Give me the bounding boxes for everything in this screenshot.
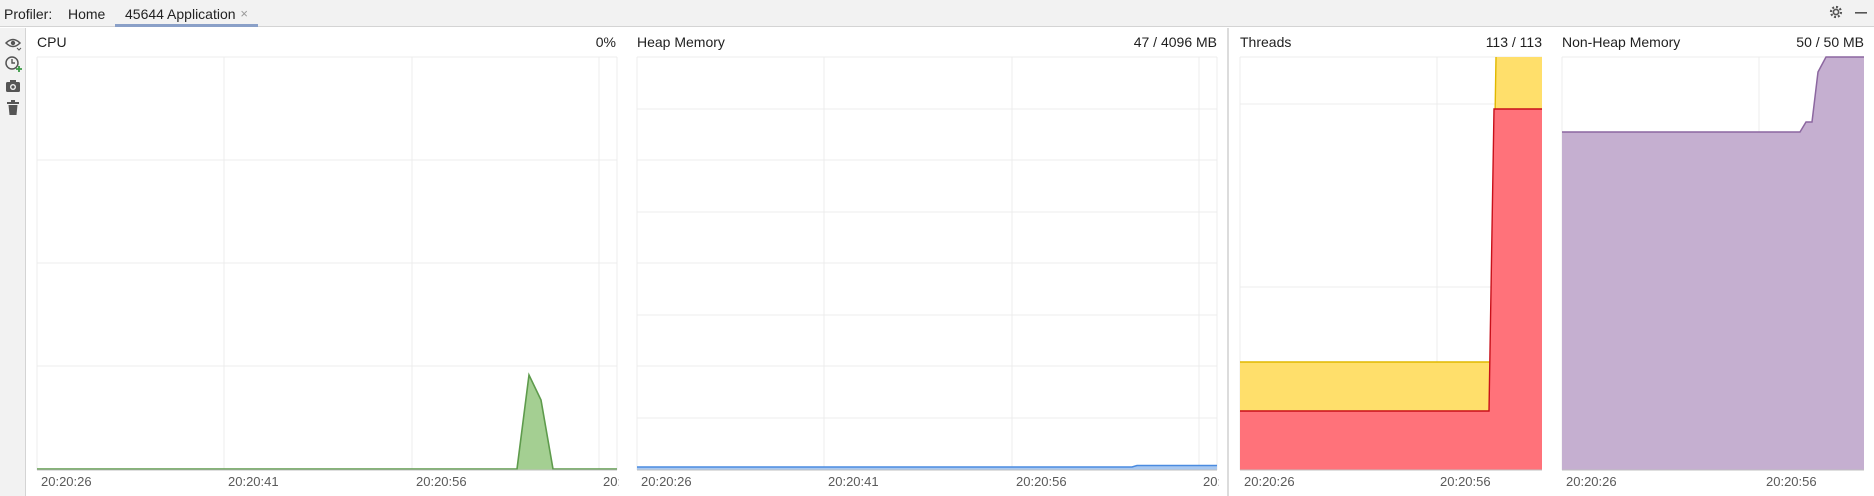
cpu-tick-3: 20:20:56: [416, 474, 467, 489]
threads-tick-2: 20:20:56: [1440, 474, 1491, 489]
non-heap-tick-2: 20:20:56: [1766, 474, 1817, 489]
camera-icon[interactable]: [4, 77, 22, 95]
tab-home[interactable]: Home: [60, 0, 113, 27]
heap-memory-title: Heap Memory: [637, 34, 725, 50]
gear-icon[interactable]: [1828, 4, 1844, 25]
minus-icon[interactable]: [1854, 4, 1868, 25]
heap-memory-value: 47 / 4096 MB: [1134, 34, 1217, 50]
heap-memory-chart: [627, 28, 1221, 496]
non-heap-memory-value: 50 / 50 MB: [1796, 34, 1864, 50]
heap-memory-panel[interactable]: Heap Memory 47 / 4096 MB 20:20:26 20:20:…: [627, 28, 1221, 496]
cpu-tick-1: 20:20:26: [41, 474, 92, 489]
threads-panel[interactable]: Threads 113 / 113 20:20:26 20:20:56: [1230, 28, 1546, 496]
cpu-value: 0%: [596, 34, 616, 50]
cpu-tick-4: 20:2: [603, 474, 619, 489]
eye-icon[interactable]: [4, 34, 22, 52]
non-heap-memory-panel[interactable]: Non-Heap Memory 50 / 50 MB 20:20:26 20:2…: [1552, 28, 1874, 496]
threads-title: Threads: [1240, 34, 1291, 50]
non-heap-memory-title: Non-Heap Memory: [1562, 34, 1680, 50]
heap-tick-1: 20:20:26: [641, 474, 692, 489]
panel-divider[interactable]: [1227, 28, 1229, 496]
heap-tick-2: 20:20:41: [828, 474, 879, 489]
threads-value: 113 / 113: [1486, 34, 1542, 50]
non-heap-memory-chart: [1552, 28, 1874, 496]
heap-tick-4: 20:2: [1203, 474, 1219, 489]
heap-tick-3: 20:20:56: [1016, 474, 1067, 489]
tab-application[interactable]: 45644 Application ×: [115, 0, 258, 27]
profiler-label: Profiler:: [4, 6, 52, 22]
close-tab-icon[interactable]: ×: [240, 6, 248, 21]
threads-tick-1: 20:20:26: [1244, 474, 1295, 489]
profiler-toolbar: [0, 28, 26, 496]
non-heap-tick-1: 20:20:26: [1566, 474, 1617, 489]
cpu-chart: [27, 28, 621, 496]
threads-chart: [1230, 28, 1546, 496]
tab-application-label: 45644 Application: [125, 6, 236, 22]
profiler-tab-bar: Profiler: Home 45644 Application ×: [0, 0, 1874, 27]
cpu-title: CPU: [37, 34, 67, 50]
cpu-tick-2: 20:20:41: [228, 474, 279, 489]
cpu-panel[interactable]: CPU 0% 20:20:26 20:20:41 20:20:56 20:2: [27, 28, 621, 496]
window-controls: [1828, 4, 1868, 25]
clock-add-icon[interactable]: [4, 55, 22, 73]
trash-icon[interactable]: [4, 99, 22, 117]
